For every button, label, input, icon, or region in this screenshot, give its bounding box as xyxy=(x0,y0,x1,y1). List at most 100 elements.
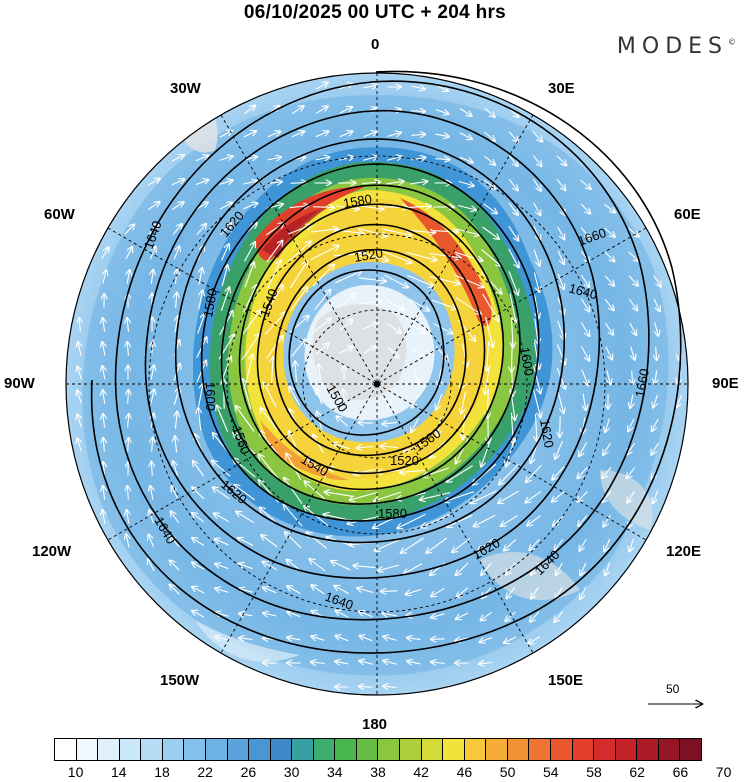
wind-arrow xyxy=(311,636,325,640)
wind-arrow xyxy=(127,510,129,524)
wind-arrow xyxy=(383,686,397,688)
wind-arrow xyxy=(628,275,638,286)
wind-arrow xyxy=(243,203,257,210)
wind-arrow xyxy=(195,180,209,186)
wind-arrow xyxy=(404,444,423,451)
wind-arrow xyxy=(397,513,426,528)
wind-arrow xyxy=(126,534,129,548)
wind-arrow xyxy=(408,206,431,207)
colorbar-tick-label: 26 xyxy=(240,764,257,780)
wind-arrow xyxy=(170,536,180,547)
meridian-label-60e: 60E xyxy=(674,206,701,223)
map-title: 06/10/2025 00 UTC + 204 hrs xyxy=(243,2,507,23)
wind-arrow xyxy=(420,492,451,500)
wind-arrow xyxy=(481,562,492,575)
wind-arrow xyxy=(266,285,283,313)
wind-arrow xyxy=(198,384,203,407)
wind-arrow xyxy=(267,261,281,289)
wind-arrow xyxy=(482,293,499,321)
wind-arrow xyxy=(386,181,403,184)
wind-arrow xyxy=(198,408,201,431)
wind-arrow xyxy=(359,278,386,281)
wind-arrow xyxy=(241,334,260,361)
wind-arrow xyxy=(336,636,349,642)
colorbar-tick-label: 14 xyxy=(111,764,127,780)
wind-arrow xyxy=(627,490,635,503)
colorbar-swatch xyxy=(400,739,422,760)
wind-arrow xyxy=(314,319,331,332)
wind-arrow xyxy=(359,612,373,618)
colorbar-swatch xyxy=(55,739,77,760)
contour-label: 1520 xyxy=(390,453,419,468)
wind-arrow xyxy=(151,389,154,404)
wind-arrow xyxy=(532,131,542,142)
colorbar-tick-label: 30 xyxy=(283,764,300,780)
wind-arrow xyxy=(266,241,283,263)
wind-arrow xyxy=(435,134,449,136)
meridian-label-120w: 120W xyxy=(32,543,72,560)
wind-arrow xyxy=(655,370,657,384)
wind-arrow xyxy=(127,318,129,332)
wind-arrow xyxy=(653,298,660,311)
wind-arrow xyxy=(197,314,205,334)
wind-arrow xyxy=(315,343,329,356)
wind-arrow xyxy=(557,320,565,340)
wind-arrow xyxy=(557,391,563,413)
meridian-label-30w: 30W xyxy=(170,80,201,97)
colorbar-tick-label: 38 xyxy=(370,764,386,780)
wind-arrow xyxy=(361,301,381,304)
wind-arrow xyxy=(604,275,614,286)
wind-arrow xyxy=(339,347,353,354)
wind-arrow xyxy=(288,242,311,263)
colorbar-swatch xyxy=(356,739,379,760)
wind-arrow xyxy=(508,178,518,190)
wind-arrow xyxy=(239,564,253,570)
wind-arrow xyxy=(243,285,257,313)
wind-arrow xyxy=(147,179,160,186)
colorbar-swatch xyxy=(680,739,701,760)
wind-arrow xyxy=(506,437,516,466)
wind-arrow xyxy=(603,442,611,455)
wind-arrow xyxy=(285,532,302,549)
wind-arrow xyxy=(484,155,496,165)
colorbar-tick-label: 46 xyxy=(456,764,473,780)
wind-arrow xyxy=(77,366,81,380)
wind-arrow xyxy=(435,84,448,91)
wind-arrow xyxy=(580,562,587,575)
wind-arrow xyxy=(236,406,255,432)
wind-arrow xyxy=(363,85,377,88)
meridian-label-120e: 120E xyxy=(666,543,702,560)
wind-arrow xyxy=(387,156,401,160)
wind-arrow xyxy=(677,394,683,407)
wind-arrow xyxy=(554,611,564,623)
wind-arrow xyxy=(383,274,408,288)
wind-arrow xyxy=(381,446,398,447)
contour-label: 1660 xyxy=(632,367,652,398)
wind-arrow xyxy=(242,379,252,410)
wind-arrow xyxy=(504,538,517,550)
wind-arrow xyxy=(313,435,325,454)
meridian-label-30e: 30E xyxy=(548,80,575,97)
wind-arrow xyxy=(334,586,350,595)
wind-arrow xyxy=(604,299,614,310)
wind-arrow xyxy=(148,559,155,572)
colorbar-tick-label: 42 xyxy=(413,764,429,780)
wind-arrow xyxy=(336,416,349,427)
wind-arrow xyxy=(220,224,232,236)
wind-arrow xyxy=(580,345,589,360)
wind-arrow xyxy=(192,563,205,570)
contour-label: 1580 xyxy=(200,287,220,318)
wind-arrow xyxy=(357,588,374,594)
colorbar-swatch xyxy=(572,739,595,760)
wind-arrow xyxy=(172,224,182,235)
wind-arrow xyxy=(407,638,421,640)
wind-arrow xyxy=(578,515,588,527)
colorbar-tick-label: 66 xyxy=(672,764,689,780)
wind-arrow xyxy=(533,365,541,394)
wind-arrow xyxy=(484,131,495,141)
wind-arrow xyxy=(378,564,400,571)
wind-arrow xyxy=(103,510,105,524)
wind-arrow xyxy=(604,251,615,262)
wind-arrow xyxy=(485,365,491,394)
wind-arrow xyxy=(580,227,590,239)
